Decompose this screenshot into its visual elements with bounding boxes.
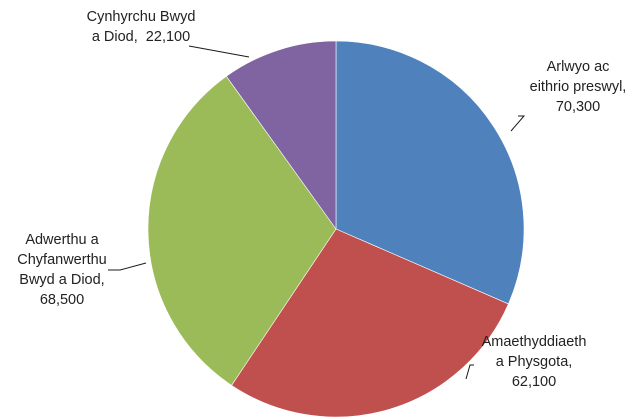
slice-labels: Arlwyo ac eithrio preswyl, 70,300 Amaethydd… [17,9,626,390]
leader-line-0 [510,115,526,132]
pie-slice-1 [231,228,509,418]
slice-label-3-line-1: a Diod, 22,100 [92,29,190,45]
leader-line-3 [188,45,250,58]
leader-line-2 [108,262,147,271]
slice-label-0-line-2: 70,300 [556,99,600,115]
pie-slice-0 [335,40,525,305]
slice-label-2-line-3: 68,500 [40,292,84,308]
leader-lines [108,45,526,380]
slice-label-3: Cynhyrchu Bwyd a Diod, 22,100 [87,9,196,45]
slice-label-1-line-0: Amaethyddiaeth [482,334,587,350]
pie-slices [147,40,525,418]
slice-label-2-line-1: Chyfanwerthu [17,252,106,268]
slice-label-2-line-0: Adwerthu a [25,232,99,248]
slice-label-0-line-1: eithrio preswyl, [530,79,627,95]
slice-label-0: Arlwyo ac eithrio preswyl, 70,300 [530,59,627,115]
leader-line-1 [465,364,474,380]
slice-label-2-line-2: Bwyd a Diod, [19,272,104,288]
slice-label-3-line-0: Cynhyrchu Bwyd [87,9,196,25]
slice-label-1-line-1: a Physgota, [496,354,573,370]
pie-slice-2 [147,75,337,386]
slice-label-2: Adwerthu a Chyfanwerthu Bwyd a Diod, 68,500 [17,232,106,308]
slice-label-0-line-0: Arlwyo ac [547,59,610,75]
slice-label-1: Amaethyddiaeth a Physgota, 62,100 [482,334,587,390]
pie-slice-3 [225,40,337,230]
slice-label-1-line-2: 62,100 [512,374,556,390]
